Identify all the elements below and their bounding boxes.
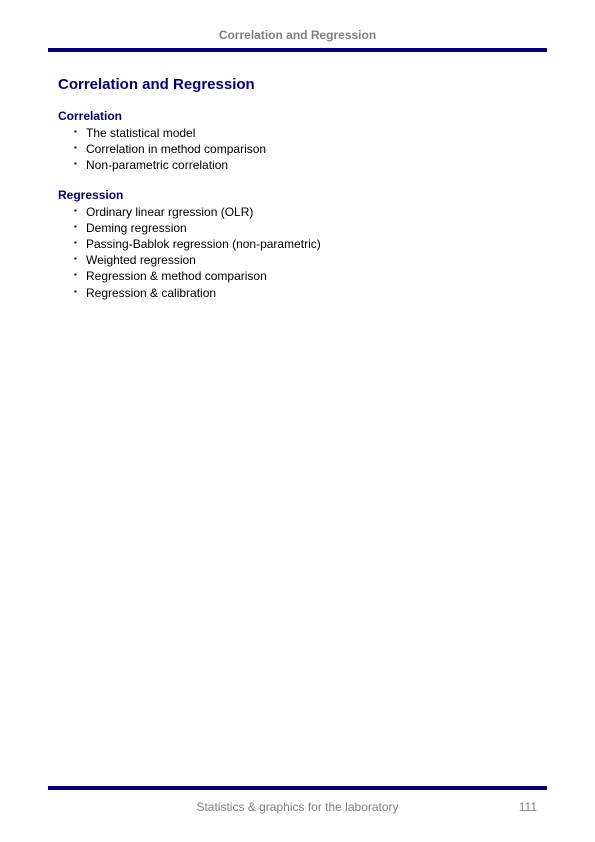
correlation-list: The statistical model Correlation in met… (58, 125, 537, 174)
list-item: Regression & method comparison (86, 268, 537, 284)
regression-list: Ordinary linear rgression (OLR) Deming r… (58, 204, 537, 301)
regression-heading: Regression (58, 188, 537, 202)
list-item: Passing-Bablok regression (non-parametri… (86, 236, 537, 252)
list-item: Non-parametric correlation (86, 157, 537, 173)
page-number: 111 (519, 800, 537, 814)
list-item: Regression & calibration (86, 285, 537, 301)
content-area: Correlation and Regression Correlation T… (0, 52, 595, 301)
list-item: Weighted regression (86, 252, 537, 268)
footer-text: Statistics & graphics for the laboratory (0, 800, 595, 814)
footer-rule (48, 786, 547, 790)
list-item: The statistical model (86, 125, 537, 141)
main-title: Correlation and Regression (58, 76, 537, 93)
list-item: Deming regression (86, 220, 537, 236)
correlation-heading: Correlation (58, 109, 537, 123)
list-item: Correlation in method comparison (86, 141, 537, 157)
header-title: Correlation and Regression (0, 0, 595, 42)
list-item: Ordinary linear rgression (OLR) (86, 204, 537, 220)
page: Correlation and Regression Correlation a… (0, 0, 595, 842)
